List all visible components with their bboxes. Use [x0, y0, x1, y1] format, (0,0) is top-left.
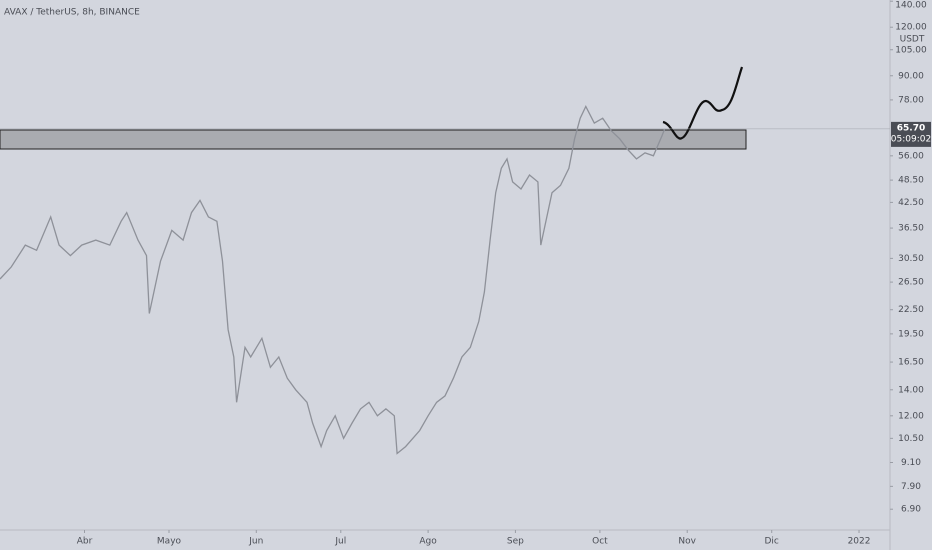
- y-tick-label: 26.50: [898, 278, 924, 288]
- x-tick-label: Sep: [507, 537, 524, 547]
- y-tick-label: 90.00: [898, 71, 924, 81]
- x-tick-label: Jul: [334, 537, 346, 547]
- y-tick-label: 105.00: [895, 45, 927, 55]
- y-tick-label: 42.50: [898, 198, 924, 208]
- y-tick-label: 22.50: [898, 305, 924, 315]
- y-tick-label: 19.50: [898, 329, 924, 339]
- x-tick-label: Ago: [419, 537, 437, 547]
- y-tick-label: 14.00: [898, 385, 924, 395]
- x-tick-label: Dic: [765, 537, 779, 547]
- y-tick-label: 56.00: [898, 151, 924, 161]
- axis-unit: USDT: [900, 35, 925, 45]
- y-tick-label: 7.90: [901, 482, 921, 492]
- y-tick-label: 30.50: [898, 254, 924, 264]
- x-tick-label: Nov: [678, 537, 696, 547]
- y-tick-label: 120.00: [895, 23, 927, 33]
- x-tick-label: Jun: [248, 537, 263, 547]
- y-tick-label: 10.50: [898, 434, 924, 444]
- x-tick-label: 2022: [848, 537, 871, 547]
- y-tick-label: 16.50: [898, 358, 924, 368]
- zone-rectangle: [0, 129, 747, 150]
- y-tick-label: 140.00: [895, 1, 927, 11]
- chart-title: AVAX / TetherUS, 8h, BINANCE: [4, 8, 140, 18]
- x-tick-label: Mayo: [157, 537, 182, 547]
- y-tick-label: 78.00: [898, 95, 924, 105]
- y-tick-label: 36.50: [898, 224, 924, 234]
- projection-drawing: [662, 66, 744, 140]
- price-label-box: [891, 121, 931, 147]
- y-tick-label: 12.00: [898, 411, 924, 421]
- price-line: [0, 105, 666, 455]
- last-price-label: 65.70: [897, 123, 925, 133]
- x-tick-label: Abr: [77, 537, 93, 547]
- x-tick-label: Oct: [592, 537, 608, 547]
- y-tick-label: 48.50: [898, 176, 924, 186]
- countdown: 05:09:02: [891, 134, 931, 144]
- y-tick-label: 6.90: [901, 505, 921, 515]
- y-tick-label: 9.10: [901, 458, 921, 468]
